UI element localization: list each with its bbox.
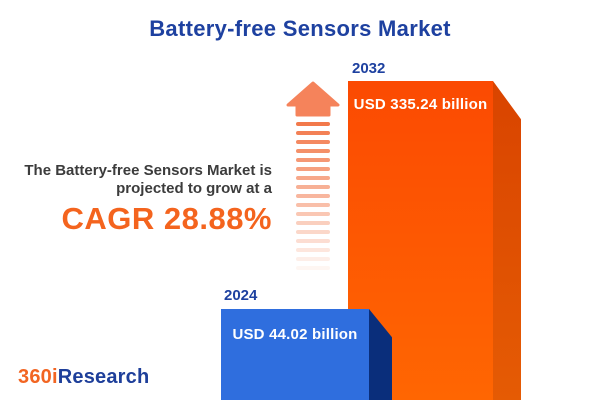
growth-arrow-head [286,81,340,117]
promo-line1: The Battery-free Sensors Market is [24,162,272,179]
brand-logo-360i: 360i [18,366,58,388]
brand-logo-research: Research [57,366,150,388]
bar-2032-value-label: USD 335.24 billion [353,96,488,113]
growth-arrow-icon [286,81,340,270]
bar-2024-side [369,309,392,400]
promo-line2: projected to grow at a [116,180,272,197]
bar-2032-year-label: 2032 [352,60,386,77]
bar-2032-side [493,81,521,400]
growth-arrow-dashes [286,122,340,270]
promo-text-block: The Battery-free Sensors Market is proje… [0,162,272,235]
cagr-value: CAGR 28.88% [61,201,272,236]
chart-title: Battery-free Sensors Market [149,16,451,41]
brand-logo: 360iResearch [18,366,149,389]
bar-2024-year-label: 2024 [224,287,258,304]
bar-2024-value-label: USD 44.02 billion [232,326,358,343]
bar-2024-front: USD 44.02 billion [221,309,369,400]
